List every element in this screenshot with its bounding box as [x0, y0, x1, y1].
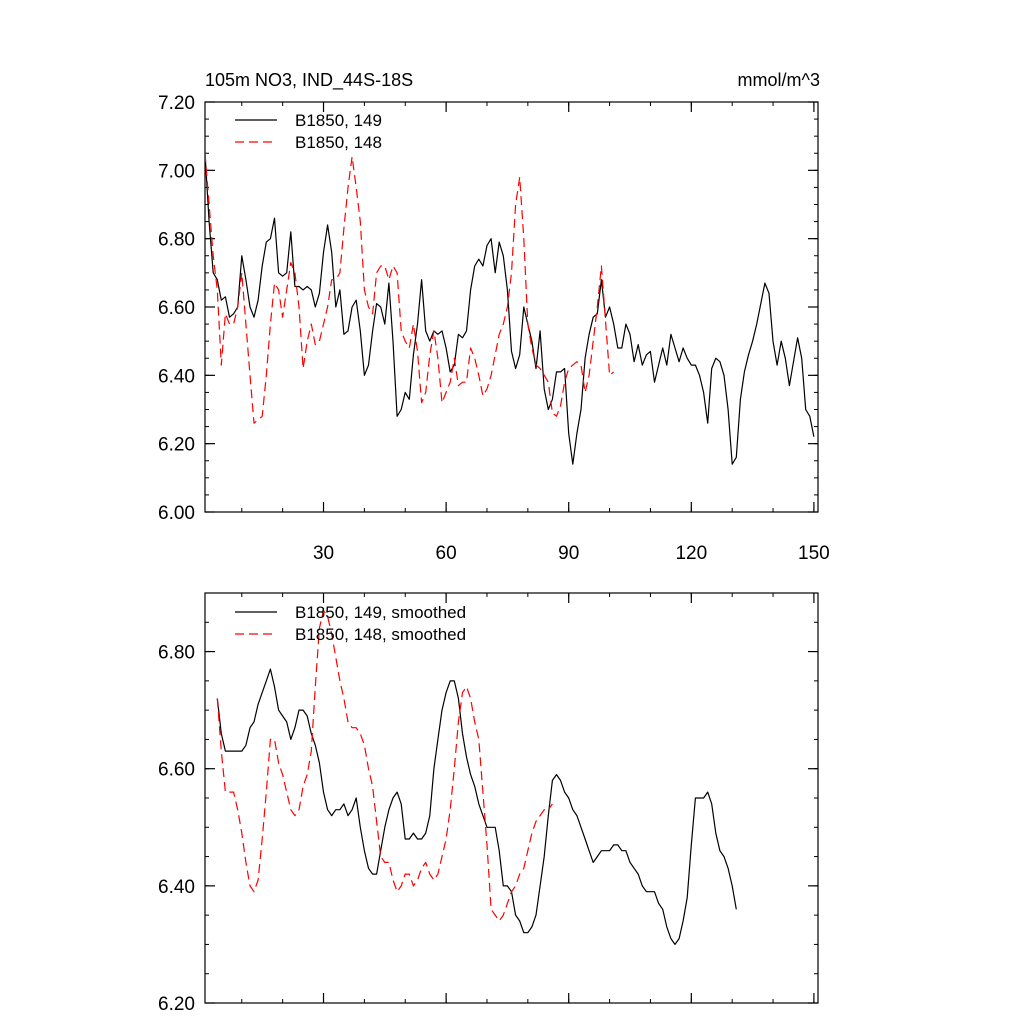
legend-label: B1850, 148, smoothed — [295, 625, 466, 644]
y-tick-label: 6.80 — [158, 643, 195, 664]
y-axis: 6.20 6.40 6.60 6.80 — [158, 592, 818, 1015]
x-tick-label: 150 — [798, 543, 830, 564]
x-tick-label: 60 — [436, 543, 457, 564]
y-tick-label: 6.40 — [158, 877, 195, 898]
y-axis: 6.00 6.20 6.40 6.60 6.80 7.00 7.20 — [158, 93, 818, 524]
x-tick-label: 120 — [675, 543, 707, 564]
y-tick-label: 6.60 — [158, 298, 195, 319]
y-tick-label: 6.60 — [158, 760, 195, 781]
series-line-0 — [216, 668, 737, 946]
x-tick-label: 30 — [313, 543, 334, 564]
x-axis: 30 60 90 120 150 — [241, 102, 830, 564]
top-panel: 6.00 6.20 6.40 6.60 6.80 7.00 7.20 30 60 90 120 150… — [158, 93, 830, 564]
plot-frame — [204, 592, 819, 1004]
legend-label: B1850, 149, smoothed — [295, 603, 466, 622]
x-axis — [241, 593, 815, 1003]
y-tick-label: 7.00 — [158, 161, 195, 182]
plot-frame — [204, 101, 819, 513]
series-line-1 — [205, 153, 615, 424]
units-label: mmol/m^3 — [738, 70, 820, 90]
y-tick-label: 6.80 — [158, 230, 195, 251]
legend: B1850, 149, smoothed B1850, 148, smoothed — [235, 603, 466, 644]
y-tick-label: 6.00 — [158, 503, 195, 524]
y-tick-label: 6.20 — [158, 994, 195, 1015]
y-tick-label: 6.40 — [158, 366, 195, 387]
chart-title: 105m NO3, IND_44S-18S — [205, 70, 413, 91]
legend-label: B1850, 149 — [295, 111, 382, 130]
series-line-1 — [216, 609, 553, 922]
y-tick-label: 6.20 — [158, 435, 195, 456]
y-tick-label: 7.20 — [158, 93, 195, 114]
series-line-0 — [205, 153, 815, 465]
legend-label: B1850, 148 — [295, 133, 382, 152]
legend: B1850, 149 B1850, 148 — [235, 111, 382, 152]
x-tick-label: 90 — [558, 543, 579, 564]
